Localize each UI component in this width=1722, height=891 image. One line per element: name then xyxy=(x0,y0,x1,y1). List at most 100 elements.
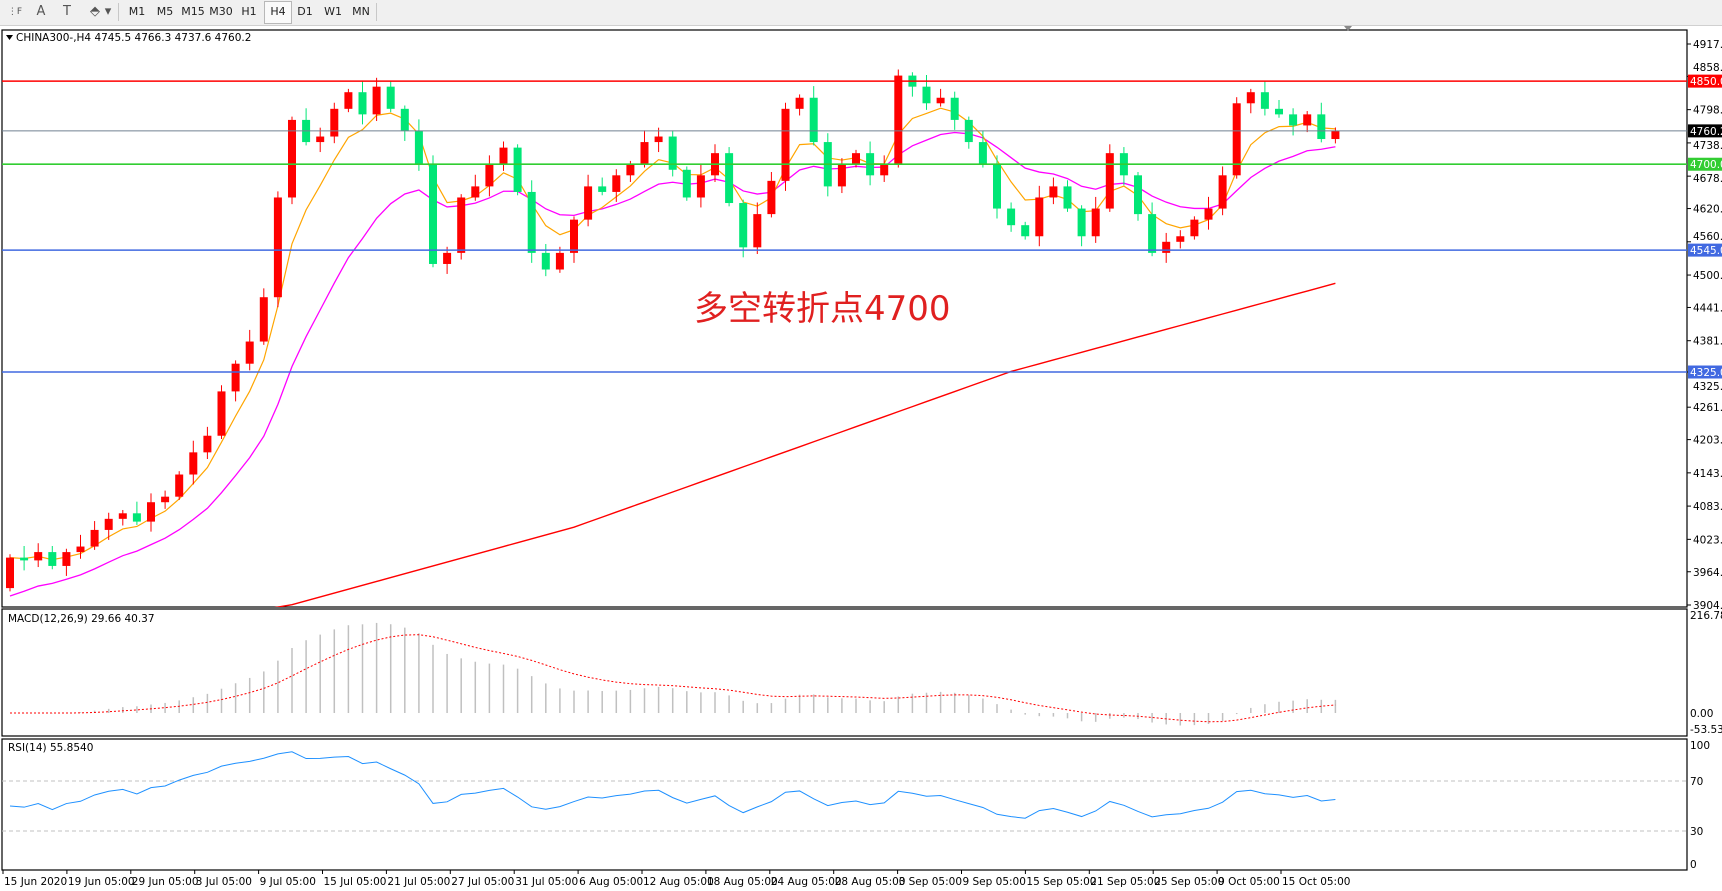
candle-body xyxy=(330,108,339,137)
candle xyxy=(598,177,607,196)
collapse-triangle-icon[interactable] xyxy=(6,35,13,40)
candle-body xyxy=(1049,186,1058,198)
candle xyxy=(781,102,790,191)
candle xyxy=(1007,202,1016,232)
text-icon[interactable]: A xyxy=(36,4,46,19)
candle xyxy=(34,543,43,568)
candle xyxy=(682,166,691,201)
candle xyxy=(288,116,296,205)
time-tick-label: 3 Jul 05:00 xyxy=(196,876,252,888)
timeframe-m5-button[interactable]: M5 xyxy=(156,5,174,18)
candle-body xyxy=(1021,225,1030,237)
candle-body xyxy=(203,435,212,453)
candle-body xyxy=(1148,214,1157,253)
candle xyxy=(1063,180,1072,212)
candle-body xyxy=(993,164,1001,209)
candle-body xyxy=(880,164,889,176)
candle xyxy=(175,471,184,501)
candle xyxy=(203,426,212,460)
candle-body xyxy=(1232,103,1241,176)
candle-body xyxy=(1190,219,1199,237)
candle-body xyxy=(1077,208,1086,237)
rsi-plot xyxy=(2,751,1687,832)
candle xyxy=(457,194,466,260)
candle xyxy=(1176,230,1185,249)
candle xyxy=(1091,196,1100,243)
candle xyxy=(1162,232,1171,263)
time-tick-label: 24 Aug 05:00 xyxy=(771,876,842,888)
candle xyxy=(245,329,254,371)
timeframe-h1-button[interactable]: H1 xyxy=(241,5,257,18)
fibo-fan-icon[interactable]: ⋮F xyxy=(7,7,23,17)
candle xyxy=(950,91,959,130)
text-label-icon[interactable]: T xyxy=(63,4,71,19)
candle-body xyxy=(894,75,903,165)
candle-body xyxy=(485,164,494,187)
candle xyxy=(1134,171,1142,221)
candle xyxy=(1275,99,1283,118)
candle xyxy=(76,534,85,559)
candle-body xyxy=(570,219,578,253)
candle-body xyxy=(1007,208,1016,226)
candle xyxy=(6,554,14,592)
timeframe-m30-button[interactable]: M30 xyxy=(209,5,233,18)
candle xyxy=(1077,205,1086,247)
level-price-label-bg xyxy=(1688,124,1722,138)
candle-body xyxy=(1331,130,1340,140)
candle xyxy=(48,545,57,570)
candle-body xyxy=(1218,175,1227,209)
toolbar-separator xyxy=(376,3,377,21)
candle-body xyxy=(767,180,776,215)
candle xyxy=(809,86,818,146)
candle xyxy=(231,360,240,402)
timeframe-m15-button[interactable]: M15 xyxy=(181,5,205,18)
level-price-label: 4760.2 xyxy=(1690,126,1722,138)
candle xyxy=(1105,144,1114,212)
candle xyxy=(147,493,155,532)
candle xyxy=(471,174,480,201)
candle xyxy=(725,147,734,207)
arrows-icon[interactable]: ⬘ xyxy=(90,4,100,19)
macd-signal-line xyxy=(9,634,1336,723)
candle xyxy=(90,521,99,550)
candle xyxy=(1246,88,1255,114)
candle-body xyxy=(400,108,409,131)
macd-pane xyxy=(1,608,1688,737)
candle-body xyxy=(682,169,691,198)
time-tick-label: 21 Sep 05:00 xyxy=(1090,876,1160,888)
level-price-label: 4700.0 xyxy=(1690,159,1722,171)
candle-body xyxy=(273,197,282,298)
price-tick-label: 4560.0 xyxy=(1693,231,1722,243)
time-tick-label: 29 Jun 05:00 xyxy=(132,876,199,888)
timeframe-mn-button[interactable]: MN xyxy=(352,5,370,18)
level-price-label-bg xyxy=(1688,157,1722,171)
macd-tick-label: -53.53 xyxy=(1690,724,1722,736)
candle-body xyxy=(1162,241,1171,253)
timeframe-m1-button[interactable]: M1 xyxy=(128,5,146,18)
candle xyxy=(414,119,423,171)
candle-body xyxy=(62,552,71,566)
dropdown-icon[interactable]: ▾ xyxy=(104,4,112,19)
price-tick-label: 4261.5 xyxy=(1693,402,1722,414)
candle-body xyxy=(795,97,804,109)
candle-body xyxy=(725,153,734,204)
chart-window[interactable]: CHINA300-,H4 4745.5 4766.3 4737.6 4760.2… xyxy=(0,26,1722,891)
macd-tick-label: 216.78 xyxy=(1690,610,1722,622)
candle-body xyxy=(1317,114,1326,140)
timeframe-d1-button[interactable]: D1 xyxy=(297,5,313,18)
price-tick-label: 4798.5 xyxy=(1693,105,1722,117)
timeframe-h4-button[interactable]: H4 xyxy=(264,1,292,24)
candle xyxy=(555,246,564,273)
candle xyxy=(316,127,325,153)
candle xyxy=(1331,127,1340,144)
price-tick-label: 4738.5 xyxy=(1693,140,1722,152)
candle-body xyxy=(513,147,522,192)
chart-shift-marker-icon[interactable] xyxy=(1344,26,1352,31)
timeframe-w1-button[interactable]: W1 xyxy=(324,5,342,18)
macd-label: MACD(12,26,9) 29.66 40.37 xyxy=(8,613,155,625)
candle-body xyxy=(175,474,184,497)
candle-body xyxy=(1275,108,1283,115)
price-tick-label: 4143.0 xyxy=(1693,468,1722,480)
price-tick-label: 4083.0 xyxy=(1693,501,1722,513)
time-tick-label: 9 Jul 05:00 xyxy=(260,876,316,888)
